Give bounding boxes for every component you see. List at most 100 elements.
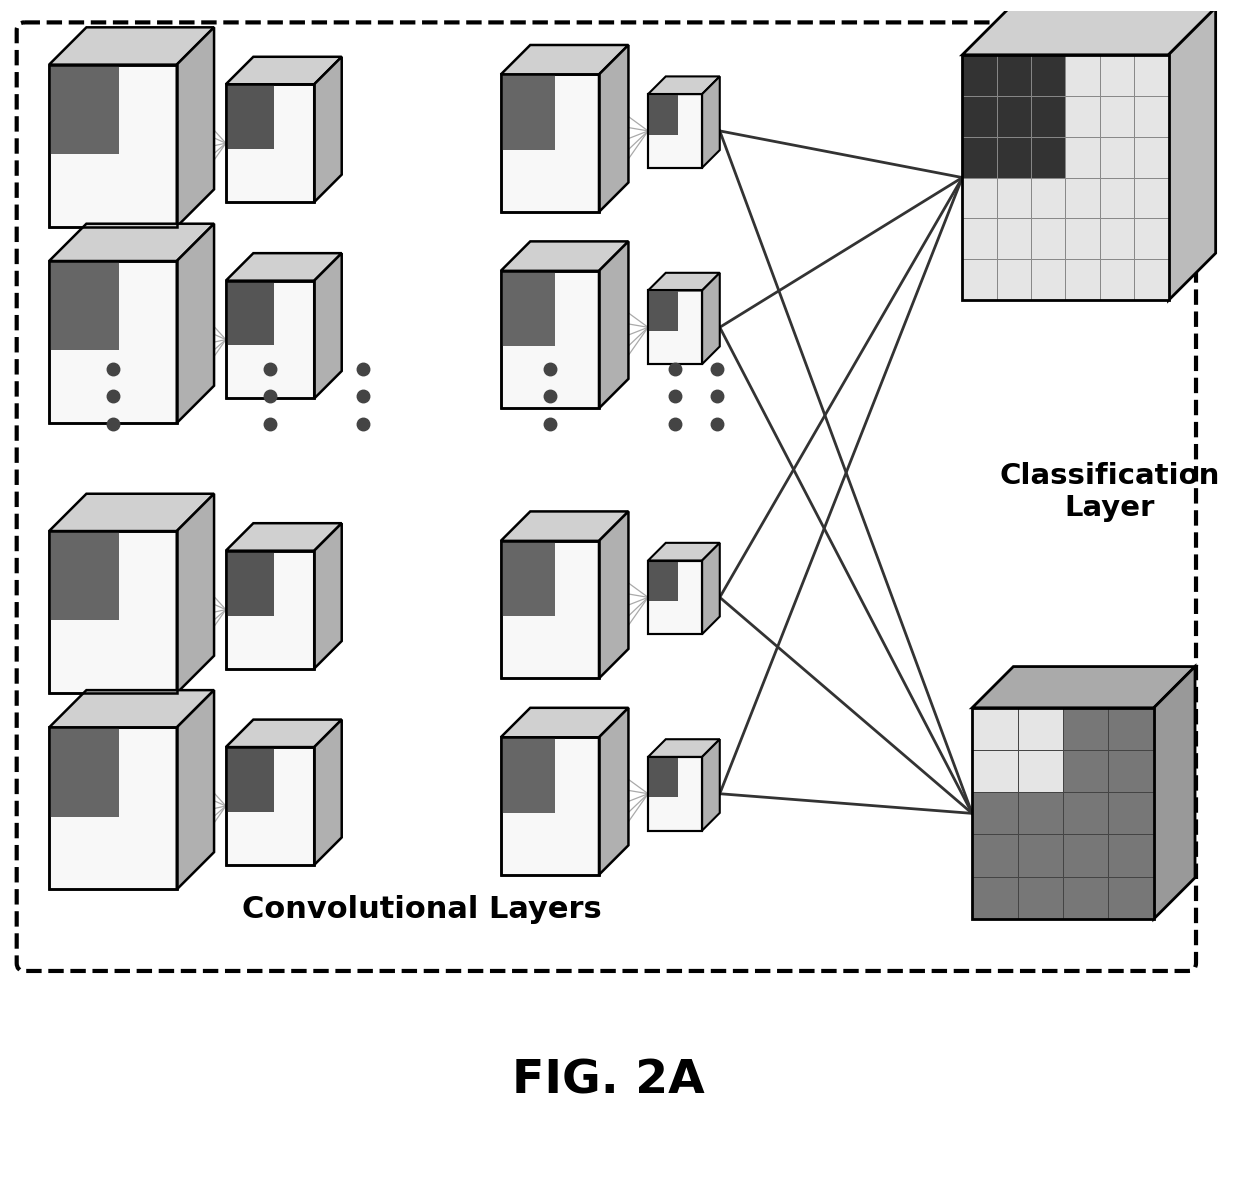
Bar	[962, 55, 1168, 300]
Polygon shape	[1153, 666, 1195, 919]
Polygon shape	[50, 493, 215, 531]
Bar	[1109, 750, 1153, 792]
Bar	[50, 65, 119, 154]
Bar	[50, 65, 177, 227]
Polygon shape	[702, 273, 719, 364]
Bar	[1065, 259, 1100, 300]
Polygon shape	[177, 27, 215, 227]
Bar	[501, 74, 554, 149]
Polygon shape	[649, 273, 719, 291]
Polygon shape	[599, 512, 629, 678]
Polygon shape	[314, 253, 342, 399]
Bar	[649, 94, 702, 168]
Bar	[226, 85, 274, 149]
Bar	[226, 280, 314, 399]
Polygon shape	[702, 739, 719, 831]
Polygon shape	[649, 543, 719, 560]
Bar	[1100, 259, 1135, 300]
Bar	[962, 219, 997, 259]
Bar	[1100, 95, 1135, 137]
Bar	[1100, 219, 1135, 259]
Bar	[649, 94, 702, 168]
Bar	[962, 55, 997, 95]
Polygon shape	[226, 56, 342, 85]
Bar	[226, 747, 314, 865]
Bar	[501, 737, 599, 875]
Bar	[226, 551, 314, 669]
Bar	[1063, 877, 1109, 919]
Bar	[997, 219, 1030, 259]
Bar	[1135, 95, 1168, 137]
Bar	[649, 560, 702, 634]
Polygon shape	[314, 56, 342, 202]
Bar	[1100, 55, 1135, 95]
Bar	[962, 95, 997, 137]
Bar	[649, 757, 678, 797]
Bar	[1065, 137, 1100, 178]
Bar	[649, 291, 678, 331]
Bar	[972, 834, 1018, 877]
Bar	[501, 737, 599, 875]
Bar	[1018, 750, 1063, 792]
Bar	[972, 792, 1018, 834]
Bar	[1063, 750, 1109, 792]
Bar	[501, 737, 554, 813]
Polygon shape	[501, 45, 629, 74]
Bar	[1018, 877, 1063, 919]
Bar	[226, 280, 314, 399]
Bar	[649, 291, 702, 364]
Bar	[50, 531, 119, 620]
Bar	[501, 541, 554, 617]
Bar	[1018, 792, 1063, 834]
Bar	[50, 727, 119, 817]
Bar	[1109, 834, 1153, 877]
Text: Convolutional Layers: Convolutional Layers	[242, 895, 603, 924]
Bar	[1063, 792, 1109, 834]
Bar	[1100, 178, 1135, 219]
Bar	[997, 95, 1030, 137]
Polygon shape	[649, 77, 719, 94]
Bar	[997, 137, 1030, 178]
Bar	[226, 747, 314, 865]
Bar	[1135, 55, 1168, 95]
Bar	[1135, 137, 1168, 178]
Bar	[50, 727, 177, 890]
Bar	[972, 707, 1018, 750]
Polygon shape	[702, 543, 719, 634]
Bar	[1063, 707, 1109, 750]
Bar	[50, 531, 177, 693]
Bar	[972, 707, 1153, 919]
Bar	[226, 747, 274, 812]
Bar	[50, 531, 177, 693]
Polygon shape	[226, 253, 342, 280]
Polygon shape	[962, 8, 1215, 55]
Bar	[1065, 219, 1100, 259]
Bar	[1100, 137, 1135, 178]
Bar	[972, 750, 1018, 792]
Polygon shape	[177, 493, 215, 693]
Text: FIG. 2A: FIG. 2A	[512, 1058, 706, 1104]
Polygon shape	[501, 707, 629, 737]
Polygon shape	[226, 719, 342, 747]
Bar	[649, 560, 702, 634]
Polygon shape	[599, 241, 629, 408]
Polygon shape	[50, 224, 215, 261]
Bar	[1018, 834, 1063, 877]
Bar	[1065, 95, 1100, 137]
Bar	[962, 137, 997, 178]
Polygon shape	[501, 241, 629, 271]
Polygon shape	[50, 27, 215, 65]
Polygon shape	[314, 524, 342, 669]
Bar	[649, 291, 702, 364]
Text: Classification
Layer: Classification Layer	[999, 461, 1220, 521]
Bar	[226, 551, 274, 616]
Bar	[226, 85, 314, 202]
Bar	[501, 271, 554, 346]
Bar	[501, 541, 599, 678]
Bar	[1135, 259, 1168, 300]
Bar	[1030, 178, 1065, 219]
Polygon shape	[226, 524, 342, 551]
Bar	[649, 757, 702, 831]
Bar	[997, 259, 1030, 300]
Bar	[1065, 178, 1100, 219]
